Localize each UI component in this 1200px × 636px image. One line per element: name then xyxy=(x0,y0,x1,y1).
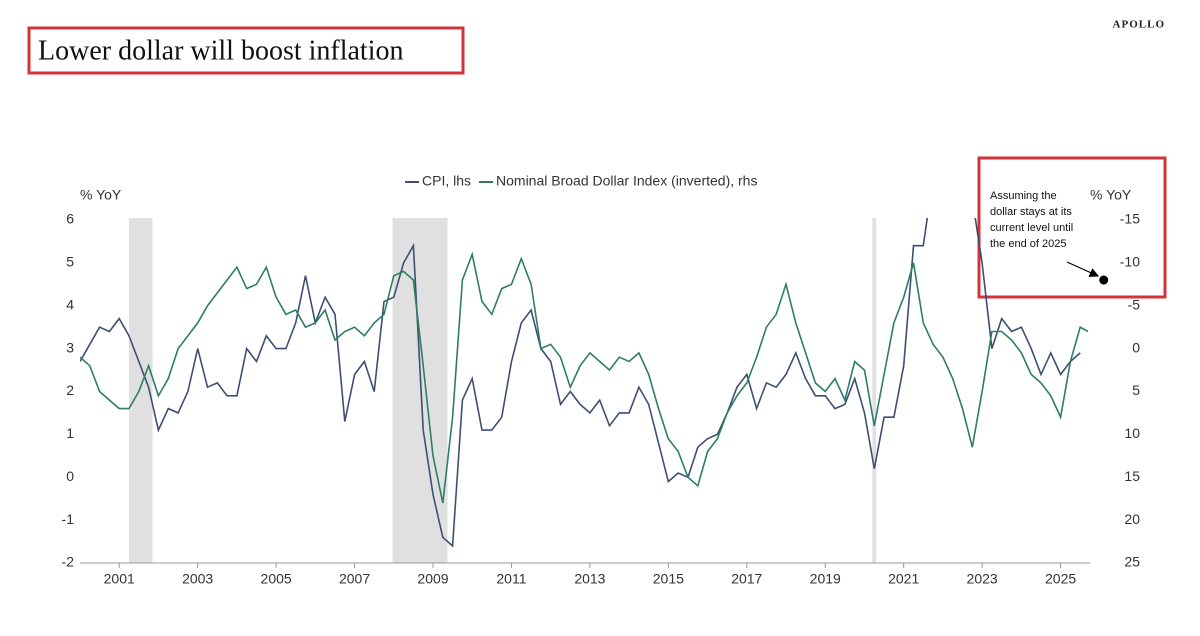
annotation-text: the end of 2025 xyxy=(990,238,1066,250)
x-tick-label: 2013 xyxy=(574,571,605,587)
y2-tick-label: 5 xyxy=(1132,382,1140,398)
x-tick-label: 2001 xyxy=(104,571,135,587)
y-tick-label: -1 xyxy=(62,511,75,527)
y2-axis-label: % YoY xyxy=(1090,187,1132,203)
x-tick-label: 2009 xyxy=(417,571,448,587)
brand: APOLLO xyxy=(1113,19,1165,31)
y2-tick-label: 20 xyxy=(1124,511,1140,527)
x-tick-label: 2007 xyxy=(339,571,370,587)
x-tick-label: 2003 xyxy=(182,571,213,587)
shaded-period xyxy=(872,218,877,563)
y-tick-label: 1 xyxy=(66,425,74,441)
legend-label: Nominal Broad Dollar Index (inverted), r… xyxy=(496,173,757,189)
annotation-box xyxy=(977,156,1167,299)
annotation-text: dollar stays at its xyxy=(990,206,1072,218)
series-line xyxy=(80,251,1089,504)
y2-tick-label: 10 xyxy=(1124,425,1140,441)
y-tick-label: 2 xyxy=(66,382,74,398)
y-tick-label: 0 xyxy=(66,468,74,484)
x-tick-label: 2017 xyxy=(731,571,762,587)
annotation-text: Assuming the xyxy=(990,190,1057,202)
y2-tick-label: 0 xyxy=(1132,339,1140,355)
annotation-text: current level until xyxy=(990,222,1073,234)
y-tick-label: 4 xyxy=(66,296,74,312)
legend-label: CPI, lhs xyxy=(422,173,471,189)
y-tick-label: 6 xyxy=(66,211,74,227)
y2-tick-label: -10 xyxy=(1120,254,1140,270)
shaded-period xyxy=(392,218,448,563)
x-tick-label: 2025 xyxy=(1045,571,1076,587)
y2-tick-label: 25 xyxy=(1124,554,1140,570)
x-tick-label: 2023 xyxy=(967,571,998,587)
y2-tick-label: 15 xyxy=(1124,468,1140,484)
y-tick-label: 5 xyxy=(66,254,74,270)
x-tick-label: 2019 xyxy=(810,571,841,587)
shaded-period xyxy=(129,218,153,563)
y-tick-label: 3 xyxy=(66,339,74,355)
y2-tick-label: -5 xyxy=(1128,296,1141,312)
y-axis-label: % YoY xyxy=(80,187,122,203)
annotation-point xyxy=(1099,275,1109,285)
title-box xyxy=(27,26,465,75)
series-line xyxy=(80,218,1081,548)
y-tick-label: -2 xyxy=(62,554,75,570)
y2-tick-label: -15 xyxy=(1120,211,1140,227)
x-tick-label: 2011 xyxy=(496,571,526,587)
chart-title: Lower dollar will boost inflation xyxy=(38,35,404,66)
x-tick-label: 2005 xyxy=(261,571,292,587)
annotation-arrow xyxy=(1066,261,1100,277)
x-tick-label: 2021 xyxy=(888,571,919,587)
x-tick-label: 2015 xyxy=(653,571,684,587)
